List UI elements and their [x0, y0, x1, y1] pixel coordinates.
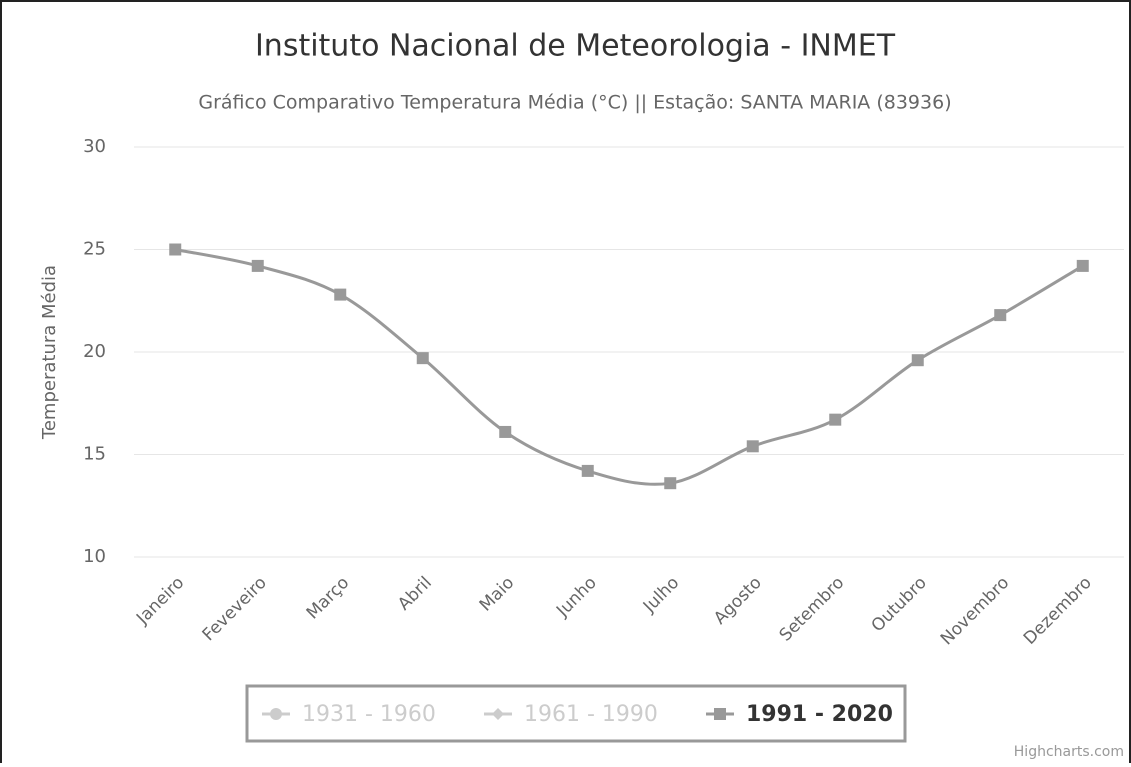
y-tick-label: 30	[83, 136, 106, 157]
data-point	[499, 425, 512, 438]
data-point	[251, 259, 264, 272]
legend-marker	[270, 708, 282, 720]
data-point	[664, 477, 677, 490]
credits[interactable]: Highcharts.com	[1014, 744, 1124, 760]
y-tick-label: 20	[83, 341, 106, 362]
data-point	[746, 440, 759, 453]
legend-label[interactable]: 1991 - 2020	[746, 702, 893, 727]
data-point	[416, 352, 429, 365]
y-tick-label: 15	[83, 444, 106, 465]
legend-marker	[492, 708, 504, 720]
legend-marker	[714, 708, 726, 720]
y-tick-label: 10	[83, 546, 106, 567]
chart-title: Instituto Nacional de Meteorologia - INM…	[255, 29, 896, 64]
legend-label[interactable]: 1961 - 1990	[524, 702, 658, 727]
legend-box	[245, 684, 907, 743]
y-tick-label: 25	[83, 239, 106, 260]
data-point	[911, 354, 924, 367]
data-point	[829, 413, 842, 426]
data-point	[334, 288, 347, 301]
chart-subtitle: Gráfico Comparativo Temperatura Média (°…	[198, 92, 951, 114]
y-axis-label: Temperatura Média	[39, 265, 60, 440]
data-point	[1076, 259, 1089, 272]
legend-label[interactable]: 1931 - 1960	[302, 702, 436, 727]
data-point	[169, 243, 182, 256]
data-point	[994, 309, 1007, 322]
data-point	[581, 464, 594, 477]
